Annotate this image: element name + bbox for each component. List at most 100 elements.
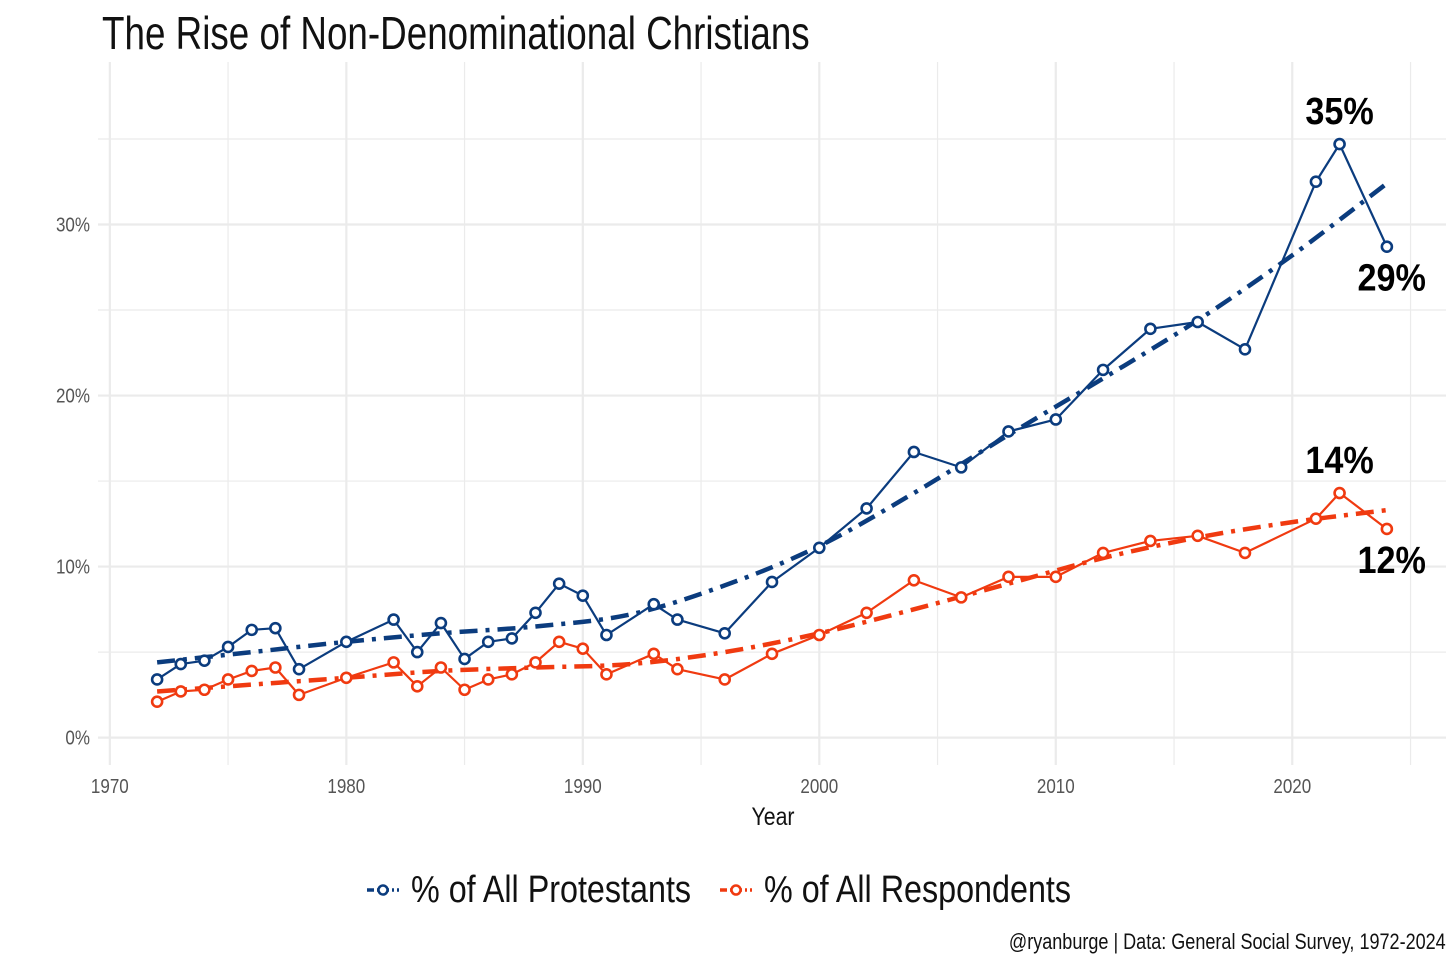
data-point-protestants xyxy=(552,577,566,590)
data-point-respondents xyxy=(434,661,448,674)
data-point-protestants xyxy=(1096,363,1110,377)
data-point-protestants xyxy=(1144,322,1157,336)
data-point-respondents xyxy=(1002,570,1015,584)
data-point-protestants xyxy=(387,613,400,626)
data-point-protestants xyxy=(860,502,873,515)
data-point-respondents xyxy=(1049,570,1063,584)
data-point-protestants xyxy=(647,597,661,611)
x-tick-label: 2020 xyxy=(1273,775,1311,798)
data-point-protestants xyxy=(198,654,211,667)
data-point-protestants xyxy=(458,652,471,666)
data-point-respondents xyxy=(907,573,921,587)
data-point-respondents xyxy=(221,673,235,686)
data-point-respondents xyxy=(505,668,519,681)
data-point-protestants xyxy=(481,635,495,649)
data-point-respondents xyxy=(576,642,590,655)
data-point-respondents xyxy=(292,688,306,702)
data-point-respondents xyxy=(245,664,259,678)
data-point-protestants xyxy=(292,662,306,676)
y-tick-label: 20% xyxy=(56,384,90,407)
data-point-protestants xyxy=(505,632,519,645)
trend-lines xyxy=(156,181,1389,694)
data-point-respondents xyxy=(954,591,968,604)
legend-key-protestants xyxy=(366,884,399,896)
legend-item-protestants: % of All Protestants xyxy=(365,869,707,912)
data-point-protestants xyxy=(718,626,732,640)
data-point-respondents xyxy=(198,683,211,697)
x-tick-label: 2000 xyxy=(800,775,838,798)
y-tick-label: 0% xyxy=(65,726,90,749)
data-point-respondents xyxy=(647,647,661,661)
data-point-respondents xyxy=(340,671,353,685)
data-point-protestants xyxy=(221,640,235,654)
data-point-respondents xyxy=(812,628,826,642)
y-tick-label: 30% xyxy=(56,213,90,236)
data-point-protestants xyxy=(1309,175,1323,189)
data-point-protestants xyxy=(1333,137,1346,151)
data-point-respondents xyxy=(860,606,873,620)
data-point-respondents xyxy=(1238,546,1252,560)
data-point-protestants xyxy=(174,657,188,671)
legend: % of All Protestants % of All Respondent… xyxy=(0,862,1456,918)
source-caption: @ryanburge | Data: General Social Survey… xyxy=(1009,929,1446,954)
data-point-protestants xyxy=(529,606,542,620)
data-point-respondents xyxy=(600,668,613,681)
data-point-protestants xyxy=(1238,343,1252,356)
data-point-respondents xyxy=(1380,522,1394,536)
series-line-respondents xyxy=(156,491,1388,703)
data-point-respondents xyxy=(718,673,732,686)
end-label-respondents: 14% xyxy=(1305,438,1373,481)
data-point-respondents xyxy=(1333,486,1346,500)
data-point-protestants xyxy=(340,635,353,649)
legend-label-respondents: % of All Respondents xyxy=(764,868,1072,911)
x-axis-title: Year xyxy=(752,802,795,830)
x-tick-label: 1990 xyxy=(564,775,602,798)
data-point-protestants xyxy=(1049,413,1063,426)
data-point-respondents xyxy=(174,685,188,698)
trend-line-respondents xyxy=(156,507,1388,694)
x-tick-label: 1970 xyxy=(91,775,129,798)
data-point-protestants xyxy=(954,461,968,474)
data-series xyxy=(150,137,1394,709)
legend-item-respondents: % of All Respondents xyxy=(718,869,1091,912)
data-point-protestants xyxy=(600,628,613,642)
data-point-respondents xyxy=(1309,512,1323,525)
x-tick-label: 2010 xyxy=(1037,775,1075,798)
end-label-protestants: 35% xyxy=(1305,89,1373,132)
data-point-protestants xyxy=(1191,315,1204,329)
data-point-respondents xyxy=(765,647,779,661)
data-point-protestants xyxy=(812,541,826,555)
data-point-respondents xyxy=(410,680,424,693)
chart-title: The Rise of Non-Denominational Christian… xyxy=(102,7,810,59)
data-point-respondents xyxy=(1096,546,1110,560)
data-point-protestants xyxy=(150,673,164,686)
data-point-protestants xyxy=(765,575,779,589)
end-label-protestants: 29% xyxy=(1357,256,1425,299)
legend-label-protestants: % of All Protestants xyxy=(410,868,691,911)
data-point-protestants xyxy=(576,589,590,602)
data-point-protestants xyxy=(671,613,684,626)
data-point-respondents xyxy=(529,656,542,669)
data-point-respondents xyxy=(387,656,400,669)
data-point-protestants xyxy=(907,445,921,459)
data-point-respondents xyxy=(150,695,164,709)
data-point-respondents xyxy=(481,673,495,686)
trend-line-protestants xyxy=(156,181,1389,665)
data-point-respondents xyxy=(458,683,471,697)
axis-labels: 1970 1980 1990 2000 2010 2020 0% 10% 20% 30% Year xyxy=(56,213,1311,830)
end-label-respondents: 12% xyxy=(1357,538,1425,581)
data-point-protestants xyxy=(410,645,424,659)
data-point-protestants xyxy=(245,623,259,637)
data-point-respondents xyxy=(671,662,684,676)
data-point-protestants xyxy=(434,616,448,630)
legend-key-respondents xyxy=(720,884,753,896)
data-point-protestants xyxy=(1002,425,1015,438)
data-point-respondents xyxy=(269,661,282,674)
end-labels: 35% 29% 14% 12% xyxy=(1305,89,1426,581)
data-point-respondents xyxy=(552,635,566,649)
data-point-protestants xyxy=(269,621,282,635)
data-point-respondents xyxy=(1144,534,1157,548)
data-point-protestants xyxy=(1380,240,1394,254)
